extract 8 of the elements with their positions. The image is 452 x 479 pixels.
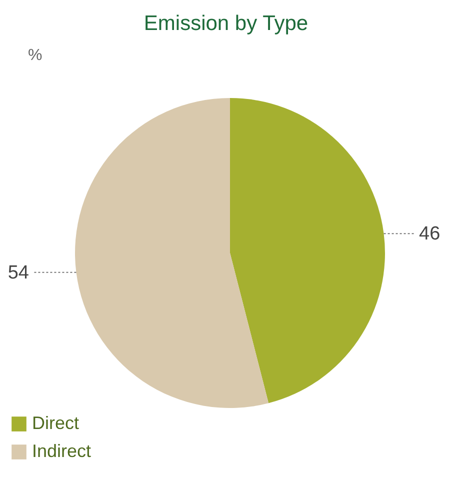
pie-slice bbox=[75, 98, 269, 408]
chart-title: Emission by Type bbox=[144, 12, 308, 35]
data-label: 54 bbox=[8, 262, 30, 284]
legend-label: Indirect bbox=[32, 441, 92, 461]
pie-slice bbox=[230, 98, 385, 404]
data-label: 46 bbox=[419, 224, 440, 245]
legend-label: Direct bbox=[32, 413, 80, 433]
text: % bbox=[28, 47, 42, 64]
